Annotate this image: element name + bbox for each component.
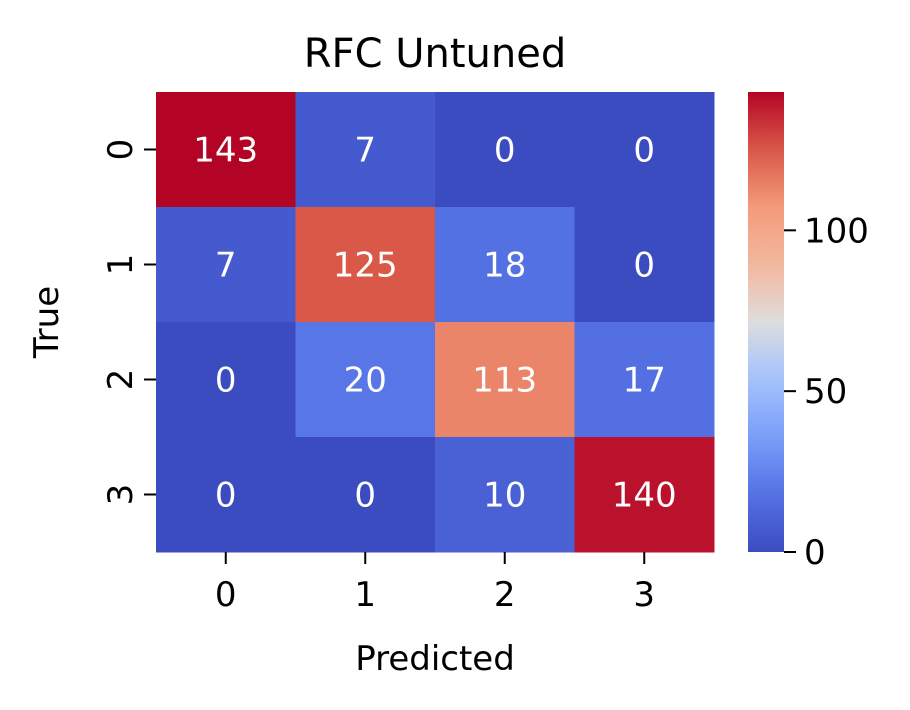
heatmap-cell: [156, 322, 296, 438]
colorbar-axis: 0 50 100: [784, 211, 869, 573]
cell-value-label: 7: [215, 246, 237, 286]
heatmap-cell: [295, 322, 436, 438]
heatmap-cell: [435, 92, 575, 208]
x-tick-label: 0: [215, 575, 237, 615]
cell-value-label: 7: [354, 131, 376, 171]
cell-value-label: 17: [623, 361, 666, 401]
x-axis-label: Predicted: [355, 639, 515, 679]
cell-value-label: 125: [333, 246, 398, 286]
y-tick-label: 2: [101, 369, 141, 391]
y-tick-label: 0: [101, 139, 141, 161]
colorbar: [748, 92, 784, 552]
y-axis: 0 1 2 3: [101, 139, 156, 506]
y-tick-label: 1: [101, 254, 141, 276]
heatmap-cells: [156, 92, 715, 553]
cell-value-label: 0: [354, 476, 376, 516]
x-tick-label: 1: [354, 575, 376, 615]
x-tick-label: 3: [633, 575, 655, 615]
heatmap-cell: [156, 437, 296, 553]
heatmap-cell: [574, 207, 715, 323]
heatmap-cell: [156, 92, 296, 208]
cell-value-label: 20: [344, 361, 387, 401]
cell-value-label: 0: [215, 361, 237, 401]
cell-value-label: 143: [193, 131, 258, 171]
colorbar-tick-label: 100: [804, 211, 869, 251]
heatmap-cell: [435, 207, 575, 323]
heatmap-cell: [295, 92, 436, 208]
heatmap-cell: [574, 437, 715, 553]
cell-value-label: 10: [483, 476, 526, 516]
y-tick-label: 3: [101, 484, 141, 506]
heatmap-cell: [435, 322, 575, 438]
cell-value-label: 18: [483, 246, 526, 286]
cell-value-label: 0: [633, 131, 655, 171]
heatmap-annotations: 143 7 0 0 7 125 18 0 0 20 113 17 0 0 10 140: [193, 131, 676, 516]
heatmap-cell: [295, 207, 436, 323]
x-tick-label: 2: [494, 575, 516, 615]
cell-value-label: 140: [612, 476, 677, 516]
y-axis-label: True: [27, 286, 67, 359]
colorbar-tick-label: 0: [804, 533, 826, 573]
chart-title: RFC Untuned: [304, 31, 566, 77]
x-axis: 0 1 2 3: [215, 552, 655, 615]
colorbar-tick-label: 50: [804, 372, 847, 412]
heatmap-cell: [295, 437, 436, 553]
cell-value-label: 0: [215, 476, 237, 516]
heatmap-cell: [574, 92, 715, 208]
cell-value-label: 0: [494, 131, 516, 171]
heatmap-cell: [574, 322, 715, 438]
heatmap-cell: [435, 437, 575, 553]
cell-value-label: 0: [633, 246, 655, 286]
cell-value-label: 113: [472, 361, 537, 401]
heatmap-cell: [156, 207, 296, 323]
